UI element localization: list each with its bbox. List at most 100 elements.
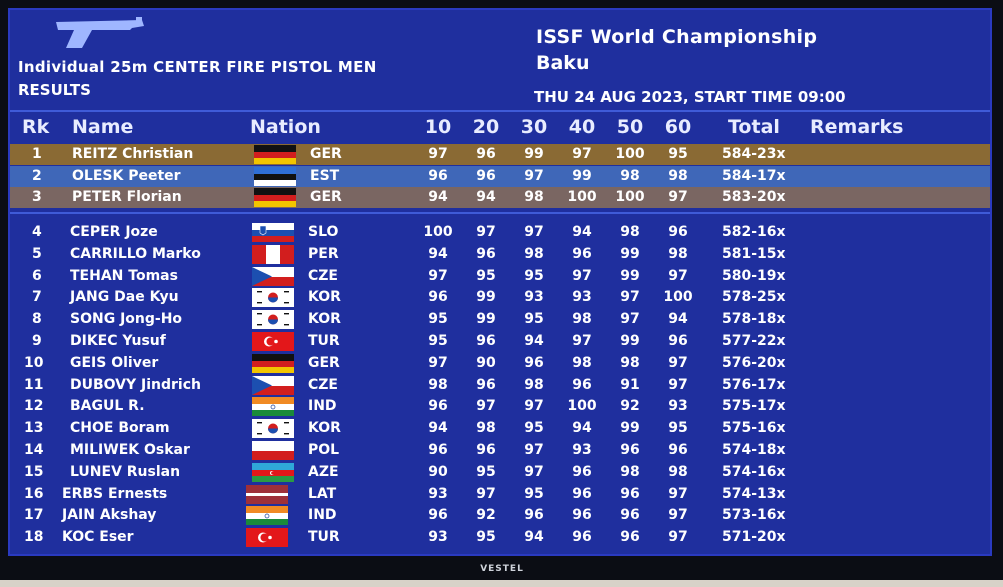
header-remarks: Remarks <box>810 116 904 138</box>
series-5-cell: 91 <box>620 376 640 393</box>
flag-pol-icon <box>252 441 294 460</box>
series-3-cell: 95 <box>524 267 544 284</box>
rank-cell: 18 <box>24 529 44 546</box>
name-cell: DIKEC Yusuf <box>70 333 166 349</box>
header-series-1: 10 <box>424 116 452 138</box>
total-cell: 573-16x <box>722 507 786 524</box>
name-cell: MILIWEK Oskar <box>70 442 190 458</box>
header-rank: Rk <box>22 116 50 138</box>
series-4-cell: 96 <box>572 463 592 480</box>
total-cell: 584-23x <box>722 146 786 162</box>
series-5-cell: 100 <box>615 146 645 162</box>
series-2-cell: 96 <box>476 167 496 184</box>
rank-cell: 2 <box>32 167 42 184</box>
name-cell: DUBOVY Jindrich <box>70 376 201 393</box>
series-4-cell: 98 <box>572 311 592 328</box>
series-6-cell: 96 <box>668 224 688 240</box>
table-row: 17 JAIN Akshay IND 96 92 96 96 96 97 573-16x <box>10 505 990 526</box>
flag-slo-icon <box>252 223 294 242</box>
rank-cell: 5 <box>32 245 42 262</box>
series-5-cell: 100 <box>615 189 645 205</box>
table-row-bronze: 3 PETER Florian GER 94 94 98 100 100 97 583-20x <box>10 187 990 208</box>
name-cell: GEIS Oliver <box>70 354 159 371</box>
series-2-cell: 96 <box>476 376 496 393</box>
total-cell: 576-20x <box>722 354 786 371</box>
series-5-cell: 96 <box>620 485 640 502</box>
series-1-cell: 97 <box>428 146 448 162</box>
series-1-cell: 94 <box>428 420 448 437</box>
series-5-cell: 98 <box>620 354 640 371</box>
series-3-cell: 94 <box>524 333 544 349</box>
name-cell: SONG Jong-Ho <box>70 311 183 328</box>
series-1-cell: 96 <box>428 442 448 458</box>
series-4-cell: 93 <box>572 289 592 306</box>
total-cell: 584-17x <box>722 167 786 184</box>
series-3-cell: 97 <box>524 463 544 480</box>
medal-divider <box>10 212 990 214</box>
series-6-cell: 96 <box>668 442 688 458</box>
table-row: 13 CHOE Boram KOR 94 98 95 94 99 95 575-16x <box>10 418 990 439</box>
series-1-cell: 96 <box>428 167 448 184</box>
table-row: 6 TEHAN Tomas CZE 97 95 95 97 99 97 580-19x <box>10 266 990 287</box>
rank-cell: 13 <box>24 420 44 437</box>
series-6-cell: 95 <box>668 420 688 437</box>
series-1-cell: 96 <box>428 507 448 524</box>
series-2-cell: 95 <box>476 529 496 546</box>
series-4-cell: 97 <box>572 333 592 349</box>
total-cell: 577-22x <box>722 333 786 349</box>
table-row: 10 GEIS Oliver GER 97 90 96 98 98 97 576-20x <box>10 353 990 374</box>
series-2-cell: 95 <box>476 267 496 284</box>
series-3-cell: 95 <box>524 485 544 502</box>
series-5-cell: 97 <box>620 289 640 306</box>
flag-cze-icon <box>252 266 294 286</box>
series-4-cell: 97 <box>572 267 592 284</box>
series-6-cell: 97 <box>668 529 688 546</box>
series-4-cell: 96 <box>572 507 592 524</box>
nation-cell: GER <box>310 146 342 162</box>
flag-lat-icon <box>246 484 288 504</box>
header-name: Name <box>72 116 134 138</box>
series-1-cell: 96 <box>428 398 448 415</box>
flag-tur-icon <box>252 332 294 351</box>
series-1-cell: 95 <box>428 311 448 328</box>
header-series-3: 30 <box>520 116 548 138</box>
series-3-cell: 97 <box>524 442 544 458</box>
name-cell: BAGUL R. <box>70 398 145 415</box>
series-6-cell: 97 <box>668 507 688 524</box>
series-6-cell: 98 <box>668 245 688 262</box>
rank-cell: 14 <box>24 442 44 458</box>
series-4-cell: 100 <box>567 398 597 415</box>
flag-ger-icon <box>254 145 296 164</box>
series-6-cell: 96 <box>668 333 688 349</box>
series-1-cell: 97 <box>428 267 448 284</box>
header-series-5: 50 <box>616 116 644 138</box>
rank-cell: 1 <box>32 146 42 162</box>
series-2-cell: 96 <box>476 442 496 458</box>
rank-cell: 11 <box>24 376 44 393</box>
series-1-cell: 97 <box>428 354 448 371</box>
series-4-cell: 93 <box>572 442 592 458</box>
rank-cell: 8 <box>32 311 42 328</box>
rank-cell: 15 <box>24 463 44 480</box>
nation-cell: TUR <box>308 333 340 349</box>
header-total: Total <box>728 116 780 138</box>
series-6-cell: 94 <box>668 311 688 328</box>
series-3-cell: 97 <box>524 224 544 240</box>
nation-cell: IND <box>308 398 337 415</box>
flag-ind-icon <box>246 506 288 526</box>
rank-cell: 17 <box>24 507 44 524</box>
table-row: 4 CEPER Joze SLO 100 97 97 94 98 96 582-16x <box>10 222 990 243</box>
series-4-cell: 96 <box>572 485 592 502</box>
rank-cell: 16 <box>24 485 44 502</box>
series-2-cell: 98 <box>476 420 496 437</box>
city-label: Baku <box>536 52 590 74</box>
table-row: 5 CARRILLO Marko PER 94 96 98 96 99 98 581-15x <box>10 244 990 265</box>
nation-cell: KOR <box>308 311 341 328</box>
series-6-cell: 97 <box>668 354 688 371</box>
nation-cell: GER <box>310 189 342 205</box>
series-6-cell: 97 <box>668 189 688 205</box>
total-cell: 578-18x <box>722 311 786 328</box>
total-cell: 571-20x <box>722 529 786 546</box>
series-2-cell: 92 <box>476 507 496 524</box>
